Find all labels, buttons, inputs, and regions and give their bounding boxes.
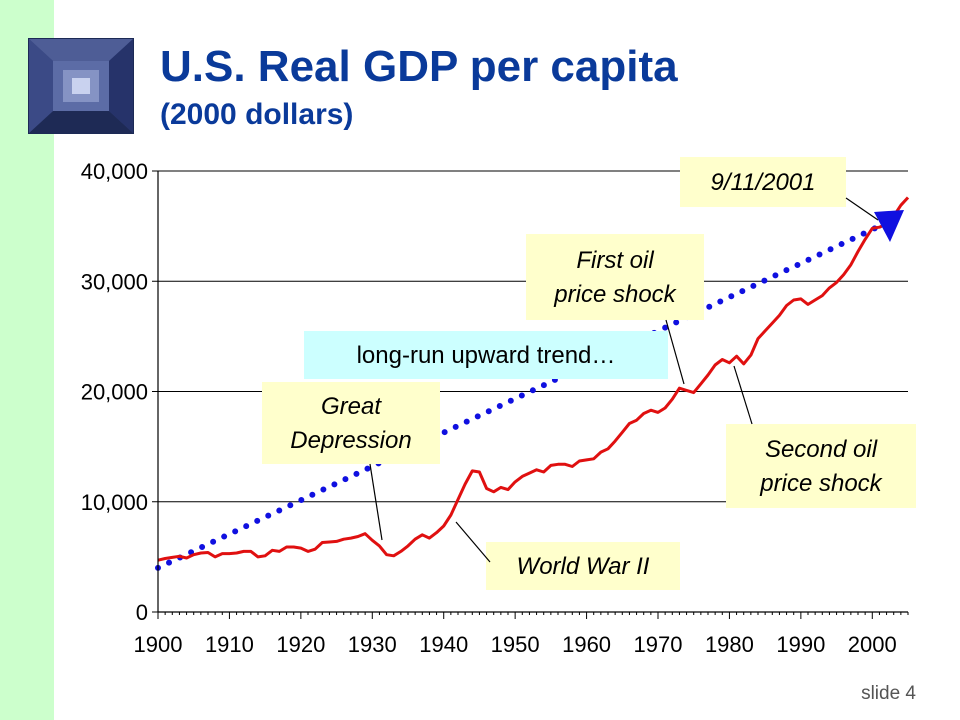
x-tick-label: 1950 — [491, 632, 540, 657]
callout-great-depression-text: Depression — [290, 427, 411, 454]
callout-trend: long-run upward trend… — [304, 331, 668, 379]
callout-great-depression-box — [262, 382, 440, 464]
tunnel-photo — [28, 38, 134, 134]
gdp-actual-line — [157, 196, 910, 562]
callout-9-11-text: 9/11/2001 — [711, 169, 816, 196]
callout-second-oil: Second oil price shock — [726, 365, 916, 508]
arrowhead-9-11 — [874, 210, 904, 242]
page-title: U.S. Real GDP per capita — [160, 42, 678, 91]
trend-line — [155, 223, 883, 571]
x-tick-label: 1930 — [348, 632, 397, 657]
y-tick-label: 10,000 — [81, 490, 148, 515]
x-tick-label: 2000 — [848, 632, 897, 657]
slide-number: slide 4 — [861, 683, 916, 704]
callout-second-oil-box — [726, 424, 916, 508]
axis-layer: 0 10,000 20,000 30,000 40,000 1900 1910 1920 193… — [81, 159, 909, 657]
page-subtitle: (2000 dollars) — [160, 98, 354, 131]
callout-second-oil-text: price shock — [759, 470, 883, 497]
callout-first-oil-text: price shock — [553, 281, 677, 308]
callout-first-oil-leader — [665, 319, 685, 385]
x-tick-label: 1970 — [634, 632, 683, 657]
callout-first-oil-text: First oil — [576, 247, 654, 274]
callout-great-depression-leader — [369, 463, 383, 541]
y-tick-label: 30,000 — [81, 269, 148, 294]
y-tick-label: 20,000 — [81, 380, 148, 405]
y-tick-label: 40,000 — [81, 159, 148, 184]
callout-trend-text: long-run upward trend… — [357, 342, 616, 369]
x-tick-label: 1960 — [562, 632, 611, 657]
callout-second-oil-leader — [733, 365, 753, 425]
callout-9-11: 9/11/2001 — [680, 157, 879, 221]
callout-9-11-leader — [845, 197, 879, 221]
callout-first-oil-box — [526, 234, 704, 320]
callout-first-oil: First oil price shock — [526, 234, 704, 385]
x-tick-label: 1900 — [134, 632, 183, 657]
x-tick-label: 1940 — [419, 632, 468, 657]
callout-great-depression: Great Depression — [262, 382, 440, 541]
callout-great-depression-text: Great — [321, 393, 382, 420]
callout-9-11-box — [680, 157, 846, 207]
x-tick-label: 1990 — [776, 632, 825, 657]
callout-world-war-ii: World War II — [455, 521, 680, 590]
annotation-layer: 9/11/2001 First oil price shock long-run up… — [262, 157, 916, 590]
callout-world-war-ii-text: World War II — [517, 553, 650, 580]
series-layer — [155, 196, 910, 571]
callout-world-war-ii-box — [486, 542, 680, 590]
callout-world-war-ii-leader — [455, 521, 491, 563]
callout-trend-box — [304, 331, 668, 379]
callout-second-oil-text: Second oil — [765, 436, 878, 463]
x-tick-label: 1910 — [205, 632, 254, 657]
x-tick-label: 1980 — [705, 632, 754, 657]
y-tick-label: 0 — [136, 600, 148, 625]
x-tick-label: 1920 — [276, 632, 325, 657]
